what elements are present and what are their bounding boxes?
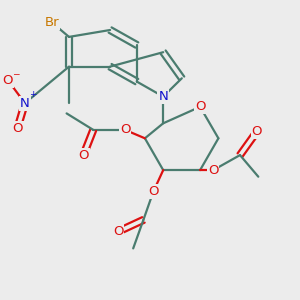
Text: +: + [29, 90, 36, 99]
Text: O: O [252, 125, 262, 138]
Text: N: N [20, 97, 30, 110]
Text: O: O [120, 123, 130, 136]
Text: O: O [78, 148, 89, 162]
Text: O: O [113, 225, 124, 238]
Text: O: O [3, 74, 13, 87]
Text: O: O [148, 185, 159, 198]
Text: Br: Br [44, 16, 59, 29]
Text: N: N [158, 90, 168, 103]
Text: O: O [208, 164, 218, 177]
Text: −: − [12, 69, 20, 78]
Text: O: O [12, 122, 23, 135]
Text: O: O [195, 100, 205, 113]
